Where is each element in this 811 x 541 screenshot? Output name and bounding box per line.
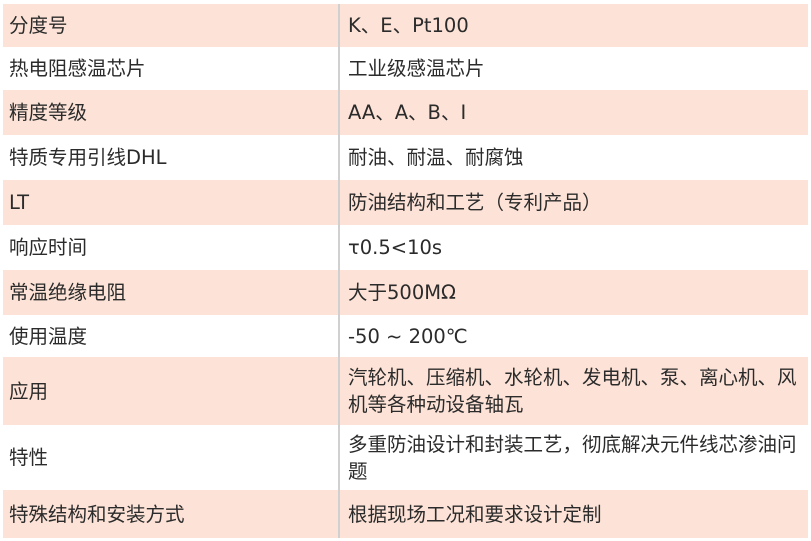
table-row: 常温绝缘电阻 大于500MΩ: [3, 270, 808, 315]
row-value: 工业级感温芯片: [339, 47, 808, 90]
row-value: AA、A、B、I: [339, 90, 808, 135]
row-label: 响应时间: [3, 225, 340, 270]
row-value: -50 ~ 200℃: [339, 315, 808, 357]
table-row: 分度号 K、E、Pt100: [3, 4, 808, 47]
table-row: 精度等级 AA、A、B、I: [3, 90, 808, 135]
row-label: 精度等级: [3, 90, 340, 135]
row-label: 特性: [3, 425, 340, 490]
row-value: τ0.5<10s: [339, 225, 808, 270]
row-label: 常温绝缘电阻: [3, 270, 340, 315]
row-label: 使用温度: [3, 315, 340, 357]
table-row: LT 防油结构和工艺（专利产品）: [3, 180, 808, 225]
spec-table: 分度号 K、E、Pt100 热电阻感温芯片 工业级感温芯片 精度等级 AA、A、B、I…: [3, 4, 808, 538]
table-row: 应用 汽轮机、压缩机、水轮机、发电机、泵、离心机、风机等各种动设备轴瓦: [3, 357, 808, 425]
row-value: 根据现场工况和要求设计定制: [339, 490, 808, 538]
table-row: 响应时间 τ0.5<10s: [3, 225, 808, 270]
row-value: K、E、Pt100: [339, 4, 808, 47]
row-value: 多重防油设计和封装工艺，彻底解决元件线芯渗油问题: [339, 425, 808, 490]
row-label: 特质专用引线DHL: [3, 135, 340, 180]
row-value: 耐油、耐温、耐腐蚀: [339, 135, 808, 180]
row-label: 分度号: [3, 4, 340, 47]
row-label: 应用: [3, 357, 340, 425]
table-row: 特殊结构和安装方式 根据现场工况和要求设计定制: [3, 490, 808, 538]
row-value: 大于500MΩ: [339, 270, 808, 315]
row-label: 热电阻感温芯片: [3, 47, 340, 90]
table-row: 特性 多重防油设计和封装工艺，彻底解决元件线芯渗油问题: [3, 425, 808, 490]
row-value: 防油结构和工艺（专利产品）: [339, 180, 808, 225]
table-row: 使用温度 -50 ~ 200℃: [3, 315, 808, 357]
row-label: LT: [3, 180, 340, 225]
table-row: 热电阻感温芯片 工业级感温芯片: [3, 47, 808, 90]
row-value: 汽轮机、压缩机、水轮机、发电机、泵、离心机、风机等各种动设备轴瓦: [339, 357, 808, 425]
table-row: 特质专用引线DHL 耐油、耐温、耐腐蚀: [3, 135, 808, 180]
row-label: 特殊结构和安装方式: [3, 490, 340, 538]
